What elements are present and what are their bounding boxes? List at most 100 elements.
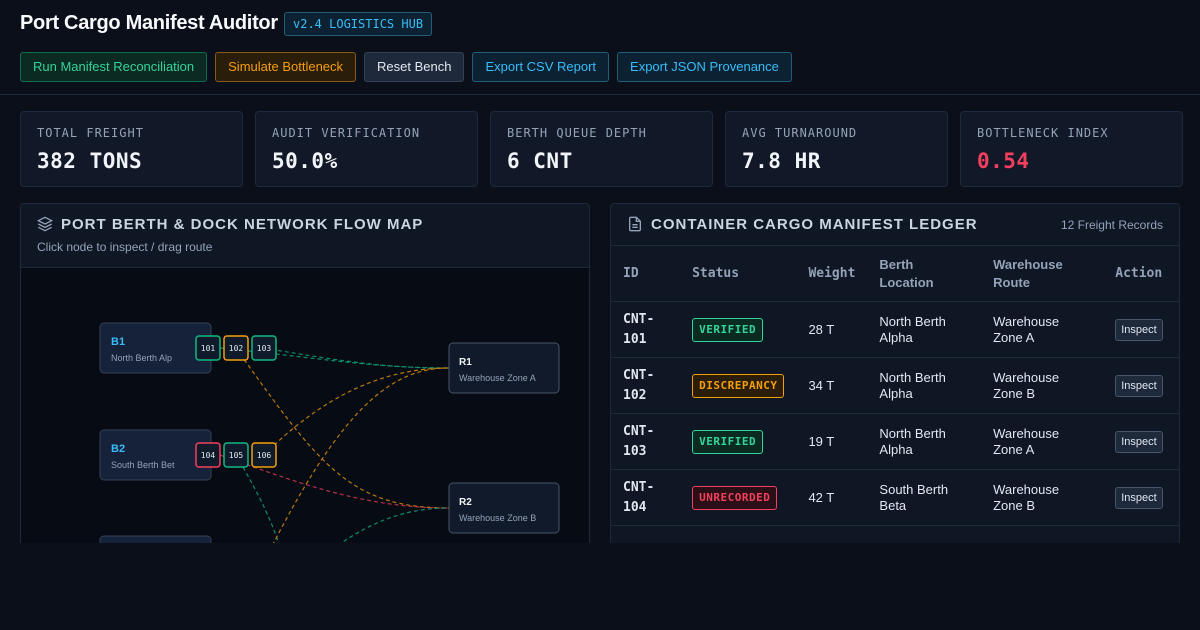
toolbar-button[interactable]: Reset Bench — [364, 52, 465, 82]
berth-cell: North Berth Alpha — [867, 301, 982, 358]
berth-cell: North Berth Alpha — [867, 357, 982, 414]
status-badge: VERIFIED — [692, 317, 764, 342]
weight-cell: 19 T — [796, 413, 868, 470]
status-cell: VERIFIED — [680, 413, 797, 470]
container-chip[interactable] — [195, 442, 221, 468]
map-panel: PORT BERTH & DOCK NETWORK FLOW MAP Click… — [20, 203, 590, 543]
inspect-button[interactable]: Inspect — [1115, 374, 1163, 397]
status-cell: VERIFIED — [680, 301, 797, 358]
toolbar-button[interactable]: Export CSV Report — [472, 52, 610, 82]
edge — [272, 367, 450, 543]
header-row: ID Status Weight Berth Location Warehouse Ro… — [611, 245, 1179, 302]
column-header: Action — [1103, 245, 1179, 302]
kpi-label: TOTAL FREIGHT — [37, 126, 144, 140]
column-header: ID — [611, 245, 681, 302]
route-id: R2 — [459, 497, 472, 508]
chip-label: 103 — [257, 344, 272, 353]
container-chip[interactable] — [223, 335, 249, 361]
kpi-label: AVG TURNAROUND — [742, 126, 858, 140]
column-header: Warehouse Route — [981, 245, 1104, 302]
column-header: Status — [680, 245, 797, 302]
container-chip[interactable] — [251, 442, 277, 468]
kpi-value: 0.54 — [977, 149, 1030, 173]
container-chip[interactable] — [223, 442, 249, 468]
kpi-card: BERTH QUEUE DEPTH 6 CNT — [490, 111, 713, 187]
kpi-value: 50.0% — [272, 149, 338, 173]
container-chip[interactable] — [251, 335, 277, 361]
status-badge: VERIFIED — [692, 429, 764, 454]
edge — [340, 507, 450, 543]
ledger-table: ID Status Weight Berth Location Warehouse Ro… — [611, 245, 1179, 526]
map-title: PORT BERTH & DOCK NETWORK FLOW MAP — [61, 216, 424, 233]
inspect-button[interactable]: Inspect — [1115, 318, 1163, 341]
record-count: 12 Freight Records — [1060, 218, 1163, 232]
route-cell: Warehouse Zone A — [981, 301, 1104, 358]
edge — [235, 454, 280, 543]
berth-name: South Berth Bet — [111, 460, 175, 470]
chip-label: 102 — [229, 344, 244, 353]
app-title: Port Cargo Manifest Auditor — [20, 12, 278, 34]
toolbar: Run Manifest Reconciliation Simulate Bott… — [20, 52, 792, 82]
id-cell: CNT-104 — [611, 469, 681, 526]
kpi-card: AUDIT VERIFICATION 50.0% — [255, 111, 478, 187]
content: TOTAL FREIGHT 382 TONS AUDIT VERIFICATION 5… — [0, 95, 1200, 543]
route-node[interactable] — [448, 482, 560, 534]
toolbar-button[interactable]: Export JSON Provenance — [617, 52, 792, 82]
kpi-card: TOTAL FREIGHT 382 TONS — [20, 111, 243, 187]
ledger-row: CNT-102 DISCREPANCY 34 T North Berth Alpha W… — [611, 357, 1179, 414]
berth-node[interactable] — [99, 322, 212, 374]
flow-map: B1 North Berth Alp 101 102 103 B2 South Berth … — [21, 267, 589, 543]
route-name: Warehouse Zone A — [459, 373, 536, 383]
route-node[interactable] — [448, 342, 560, 394]
container-chip[interactable] — [195, 335, 221, 361]
toolbar-button[interactable]: Run Manifest Reconciliation — [20, 52, 208, 82]
chip-label: 104 — [201, 451, 216, 460]
berth-node[interactable] — [99, 535, 212, 543]
berth-node[interactable] — [99, 429, 212, 481]
kpi-value: 6 CNT — [507, 149, 573, 173]
route-cell: Warehouse Zone B — [981, 357, 1104, 414]
kpi-card: AVG TURNAROUND 7.8 HR — [725, 111, 948, 187]
ledger-row: CNT-104 UNRECORDED 42 T South Berth Beta War… — [611, 469, 1179, 526]
ledger-title: CONTAINER CARGO MANIFEST LEDGER — [651, 216, 978, 233]
weight-cell: 42 T — [796, 469, 868, 526]
chip-label: 106 — [257, 451, 272, 460]
route-id: R1 — [459, 357, 472, 368]
inspect-button[interactable]: Inspect — [1115, 430, 1163, 453]
kpi-card: BOTTLENECK INDEX 0.54 — [960, 111, 1183, 187]
chip-label: 101 — [201, 344, 216, 353]
berth-cell: North Berth Alpha — [867, 413, 982, 470]
berth-id: B1 — [111, 336, 125, 348]
kpi-value: 7.8 HR — [742, 149, 821, 173]
kpi-label: AUDIT VERIFICATION — [272, 126, 421, 140]
status-badge: DISCREPANCY — [692, 373, 785, 398]
kpi-label: BOTTLENECK INDEX — [977, 126, 1109, 140]
version-badge: v2.4 LOGISTICS HUB — [284, 12, 433, 36]
ledger-row: CNT-101 VERIFIED 28 T North Berth Alpha Ware… — [611, 301, 1179, 358]
column-header: Weight — [796, 245, 868, 302]
kpi-row: TOTAL FREIGHT 382 TONS AUDIT VERIFICATION 5… — [20, 111, 1183, 187]
ledger-panel: CONTAINER CARGO MANIFEST LEDGER 12 Freig… — [610, 203, 1180, 543]
berth-name: North Berth Alp — [111, 353, 172, 363]
route-cell: Warehouse Zone B — [981, 469, 1104, 526]
berth-cell: South Berth Beta — [867, 469, 982, 526]
doc-icon — [629, 216, 641, 232]
toolbar-button[interactable]: Simulate Bottleneck — [215, 52, 357, 82]
chip-label: 105 — [229, 451, 244, 460]
weight-cell: 28 T — [796, 301, 868, 358]
status-cell: DISCREPANCY — [680, 357, 797, 414]
map-subtitle: Click node to inspect / drag route — [37, 240, 213, 254]
edge — [263, 367, 450, 456]
id-cell: CNT-103 — [611, 413, 681, 470]
column-header: Berth Location — [867, 245, 982, 302]
ledger-row: CNT-103 VERIFIED 19 T North Berth Alpha Ware… — [611, 413, 1179, 470]
weight-cell: 34 T — [796, 357, 868, 414]
id-cell: CNT-102 — [611, 357, 681, 414]
id-cell: CNT-101 — [611, 301, 681, 358]
header: Port Cargo Manifest Auditor v2.4 LOGISTI… — [0, 0, 1200, 95]
action-cell: Inspect — [1103, 357, 1179, 414]
inspect-button[interactable]: Inspect — [1115, 486, 1163, 509]
edge — [263, 347, 450, 369]
action-cell: Inspect — [1103, 413, 1179, 470]
